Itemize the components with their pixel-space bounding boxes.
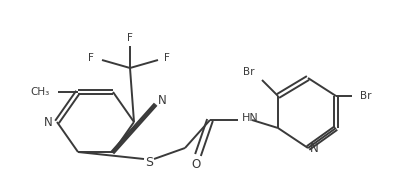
Text: N: N: [158, 95, 166, 108]
Text: F: F: [127, 33, 133, 43]
Text: S: S: [145, 156, 153, 169]
Text: F: F: [88, 53, 94, 63]
Text: O: O: [191, 159, 201, 171]
Text: Br: Br: [360, 91, 372, 101]
Text: Br: Br: [242, 67, 254, 77]
Text: F: F: [164, 53, 170, 63]
Text: N: N: [44, 115, 53, 128]
Text: N: N: [310, 143, 319, 156]
Text: HN: HN: [242, 113, 259, 123]
Text: CH₃: CH₃: [31, 87, 50, 97]
